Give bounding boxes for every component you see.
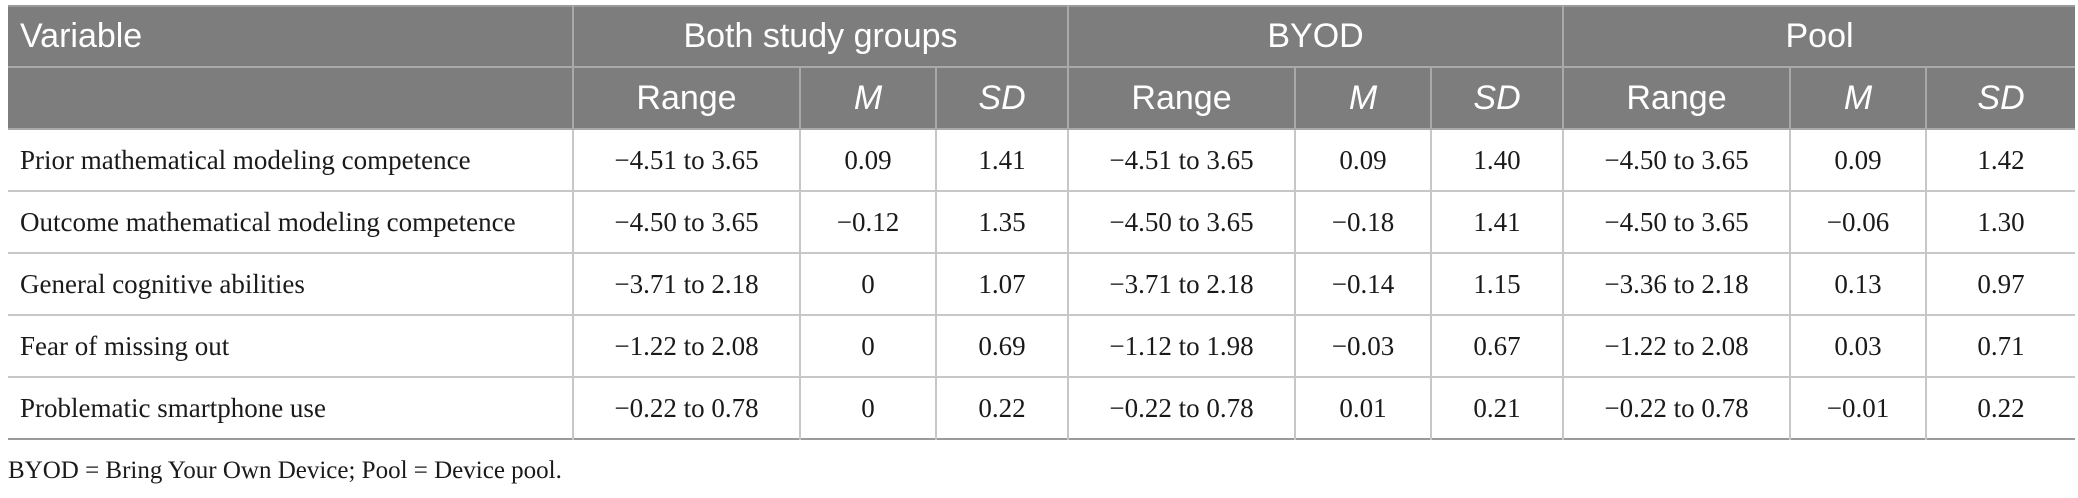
cell-range: −4.51 to 3.65 <box>572 129 800 191</box>
cell-mean: 0.13 <box>1789 252 1927 315</box>
cell-mean: −0.14 <box>1294 252 1432 315</box>
cell-sd: 1.35 <box>934 190 1069 253</box>
cell-mean: 0.09 <box>799 129 936 191</box>
header-mean: M <box>799 67 936 130</box>
header-group-both: Both study groups <box>571 6 1069 68</box>
table-row: General cognitive abilities −3.71 to 2.1… <box>8 252 2076 315</box>
cell-sd: 1.42 <box>1925 129 2076 191</box>
cell-mean: −0.06 <box>1789 190 1927 253</box>
cell-range: −4.50 to 3.65 <box>1562 190 1791 253</box>
header-sd: SD <box>934 67 1069 130</box>
cell-mean: −0.01 <box>1789 376 1927 439</box>
cell-sd: 1.07 <box>934 252 1069 315</box>
cell-range: −4.50 to 3.65 <box>1067 190 1296 253</box>
cell-mean: 0.01 <box>1294 376 1432 439</box>
table-row: Problematic smartphone use −0.22 to 0.78… <box>8 376 2076 439</box>
cell-range: −0.22 to 0.78 <box>572 376 800 439</box>
cell-range: −0.22 to 0.78 <box>1562 376 1791 439</box>
table-body: Prior mathematical modeling competence −… <box>8 129 2076 439</box>
cell-range: −1.12 to 1.98 <box>1067 314 1296 377</box>
cell-sd: 0.97 <box>1925 252 2076 315</box>
header-range: Range <box>1562 67 1791 130</box>
cell-mean: −0.03 <box>1294 314 1432 377</box>
header-mean: M <box>1789 67 1927 130</box>
cell-range: −1.22 to 2.08 <box>572 314 800 377</box>
cell-range: −3.36 to 2.18 <box>1562 252 1791 315</box>
row-label: Fear of missing out <box>8 314 573 377</box>
cell-range: −1.22 to 2.08 <box>1562 314 1791 377</box>
cell-mean: 0 <box>799 376 936 439</box>
cell-sd: 0.67 <box>1430 314 1564 377</box>
cell-mean: 0 <box>799 314 936 377</box>
header-empty <box>8 67 573 130</box>
header-row-groups: Variable Both study groups BYOD Pool <box>8 6 2076 68</box>
cell-range: −3.71 to 2.18 <box>572 252 800 315</box>
cell-mean: −0.18 <box>1294 190 1432 253</box>
cell-sd: 0.22 <box>934 376 1069 439</box>
header-mean: M <box>1294 67 1432 130</box>
table-row: Prior mathematical modeling competence −… <box>8 129 2076 191</box>
cell-sd: 0.71 <box>1925 314 2076 377</box>
cell-range: −4.50 to 3.65 <box>1562 129 1791 191</box>
descriptive-statistics-table-container: Variable Both study groups BYOD Pool Ran… <box>8 5 2076 440</box>
header-range: Range <box>1067 67 1296 130</box>
row-label: Problematic smartphone use <box>8 376 573 439</box>
cell-sd: 1.41 <box>1430 190 1564 253</box>
header-row-measures: Range M SD Range M SD Range M SD <box>8 67 2076 130</box>
table-row: Fear of missing out −1.22 to 2.08 0 0.69… <box>8 314 2076 377</box>
cell-sd: 1.15 <box>1430 252 1564 315</box>
row-label: Outcome mathematical modeling competence <box>8 190 573 253</box>
cell-mean: −0.12 <box>799 190 936 253</box>
cell-range: −4.51 to 3.65 <box>1067 129 1296 191</box>
header-group-pool: Pool <box>1562 6 2076 68</box>
cell-sd: 1.30 <box>1925 190 2076 253</box>
row-label: Prior mathematical modeling competence <box>20 144 471 175</box>
cell-range: −0.22 to 0.78 <box>1067 376 1296 439</box>
table-row: Outcome mathematical modeling competence… <box>8 190 2076 253</box>
cell-sd: 0.22 <box>1925 376 2076 439</box>
cell-sd: 1.41 <box>934 129 1069 191</box>
header-variable: Variable <box>8 6 573 68</box>
table-header: Variable Both study groups BYOD Pool Ran… <box>8 6 2076 130</box>
cell-mean: 0.03 <box>1789 314 1927 377</box>
cell-range: −4.50 to 3.65 <box>572 190 800 253</box>
header-range: Range <box>572 67 800 130</box>
cell-mean: 0 <box>799 252 936 315</box>
cell-mean: 0.09 <box>1294 129 1432 191</box>
header-group-byod: BYOD <box>1067 6 1564 68</box>
cell-sd: 0.69 <box>934 314 1069 377</box>
descriptive-statistics-table: Variable Both study groups BYOD Pool Ran… <box>8 5 2076 440</box>
cell-mean: 0.09 <box>1789 129 1927 191</box>
header-sd: SD <box>1430 67 1564 130</box>
header-sd: SD <box>1925 67 2076 130</box>
cell-sd: 0.21 <box>1430 376 1564 439</box>
row-label: General cognitive abilities <box>8 252 573 315</box>
cell-range: −3.71 to 2.18 <box>1067 252 1296 315</box>
cell-sd: 1.40 <box>1430 129 1564 191</box>
table-footnote: BYOD = Bring Your Own Device; Pool = Dev… <box>8 457 562 484</box>
